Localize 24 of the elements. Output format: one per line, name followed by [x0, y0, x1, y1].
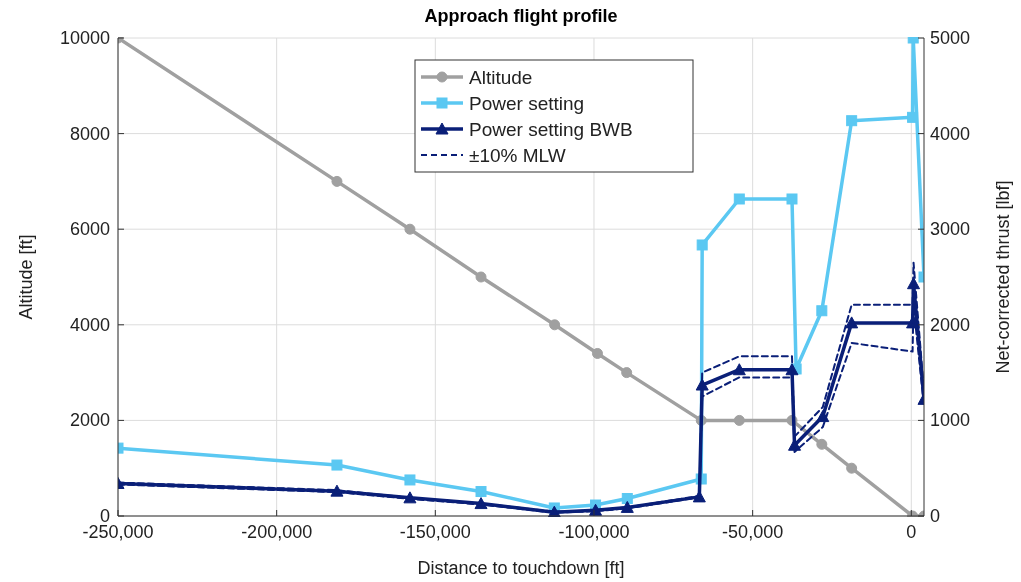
y2-axis-title: Net-corrected thrust [lbf]: [993, 180, 1013, 374]
legend-label: Power setting BWB: [469, 119, 633, 140]
y2-tick-label: 5000: [930, 28, 971, 48]
y-tick-label: 6000: [69, 219, 110, 240]
chart-title: Approach flight profile: [424, 6, 618, 26]
x-tick-label: -200,000: [241, 522, 313, 542]
x-tick-label: 0: [906, 522, 917, 542]
x-tick-label: -150,000: [399, 522, 471, 542]
y2-tick-label: 0: [930, 506, 941, 526]
y-axis-title: Altitude [ft]: [16, 234, 36, 320]
y2-tick-label: 1000: [930, 410, 971, 431]
legend-label: Power setting: [469, 93, 585, 114]
y-tick-label: 2000: [69, 410, 110, 431]
x-tick-label: -100,000: [558, 522, 630, 542]
y-tick-label: 8000: [69, 123, 110, 144]
y2-tick-label: 3000: [930, 219, 971, 240]
legend-label: Altitude: [469, 67, 533, 88]
y2-tick-label: 2000: [930, 314, 971, 335]
y-tick-label: 10000: [59, 28, 110, 48]
y-tick-label: 4000: [69, 314, 110, 335]
legend-label: ±10% MLW: [469, 145, 566, 166]
y2-tick-label: 4000: [930, 123, 971, 144]
x-tick-label: -50,000: [722, 522, 784, 542]
x-axis-title: Distance to touchdown [ft]: [417, 558, 625, 578]
